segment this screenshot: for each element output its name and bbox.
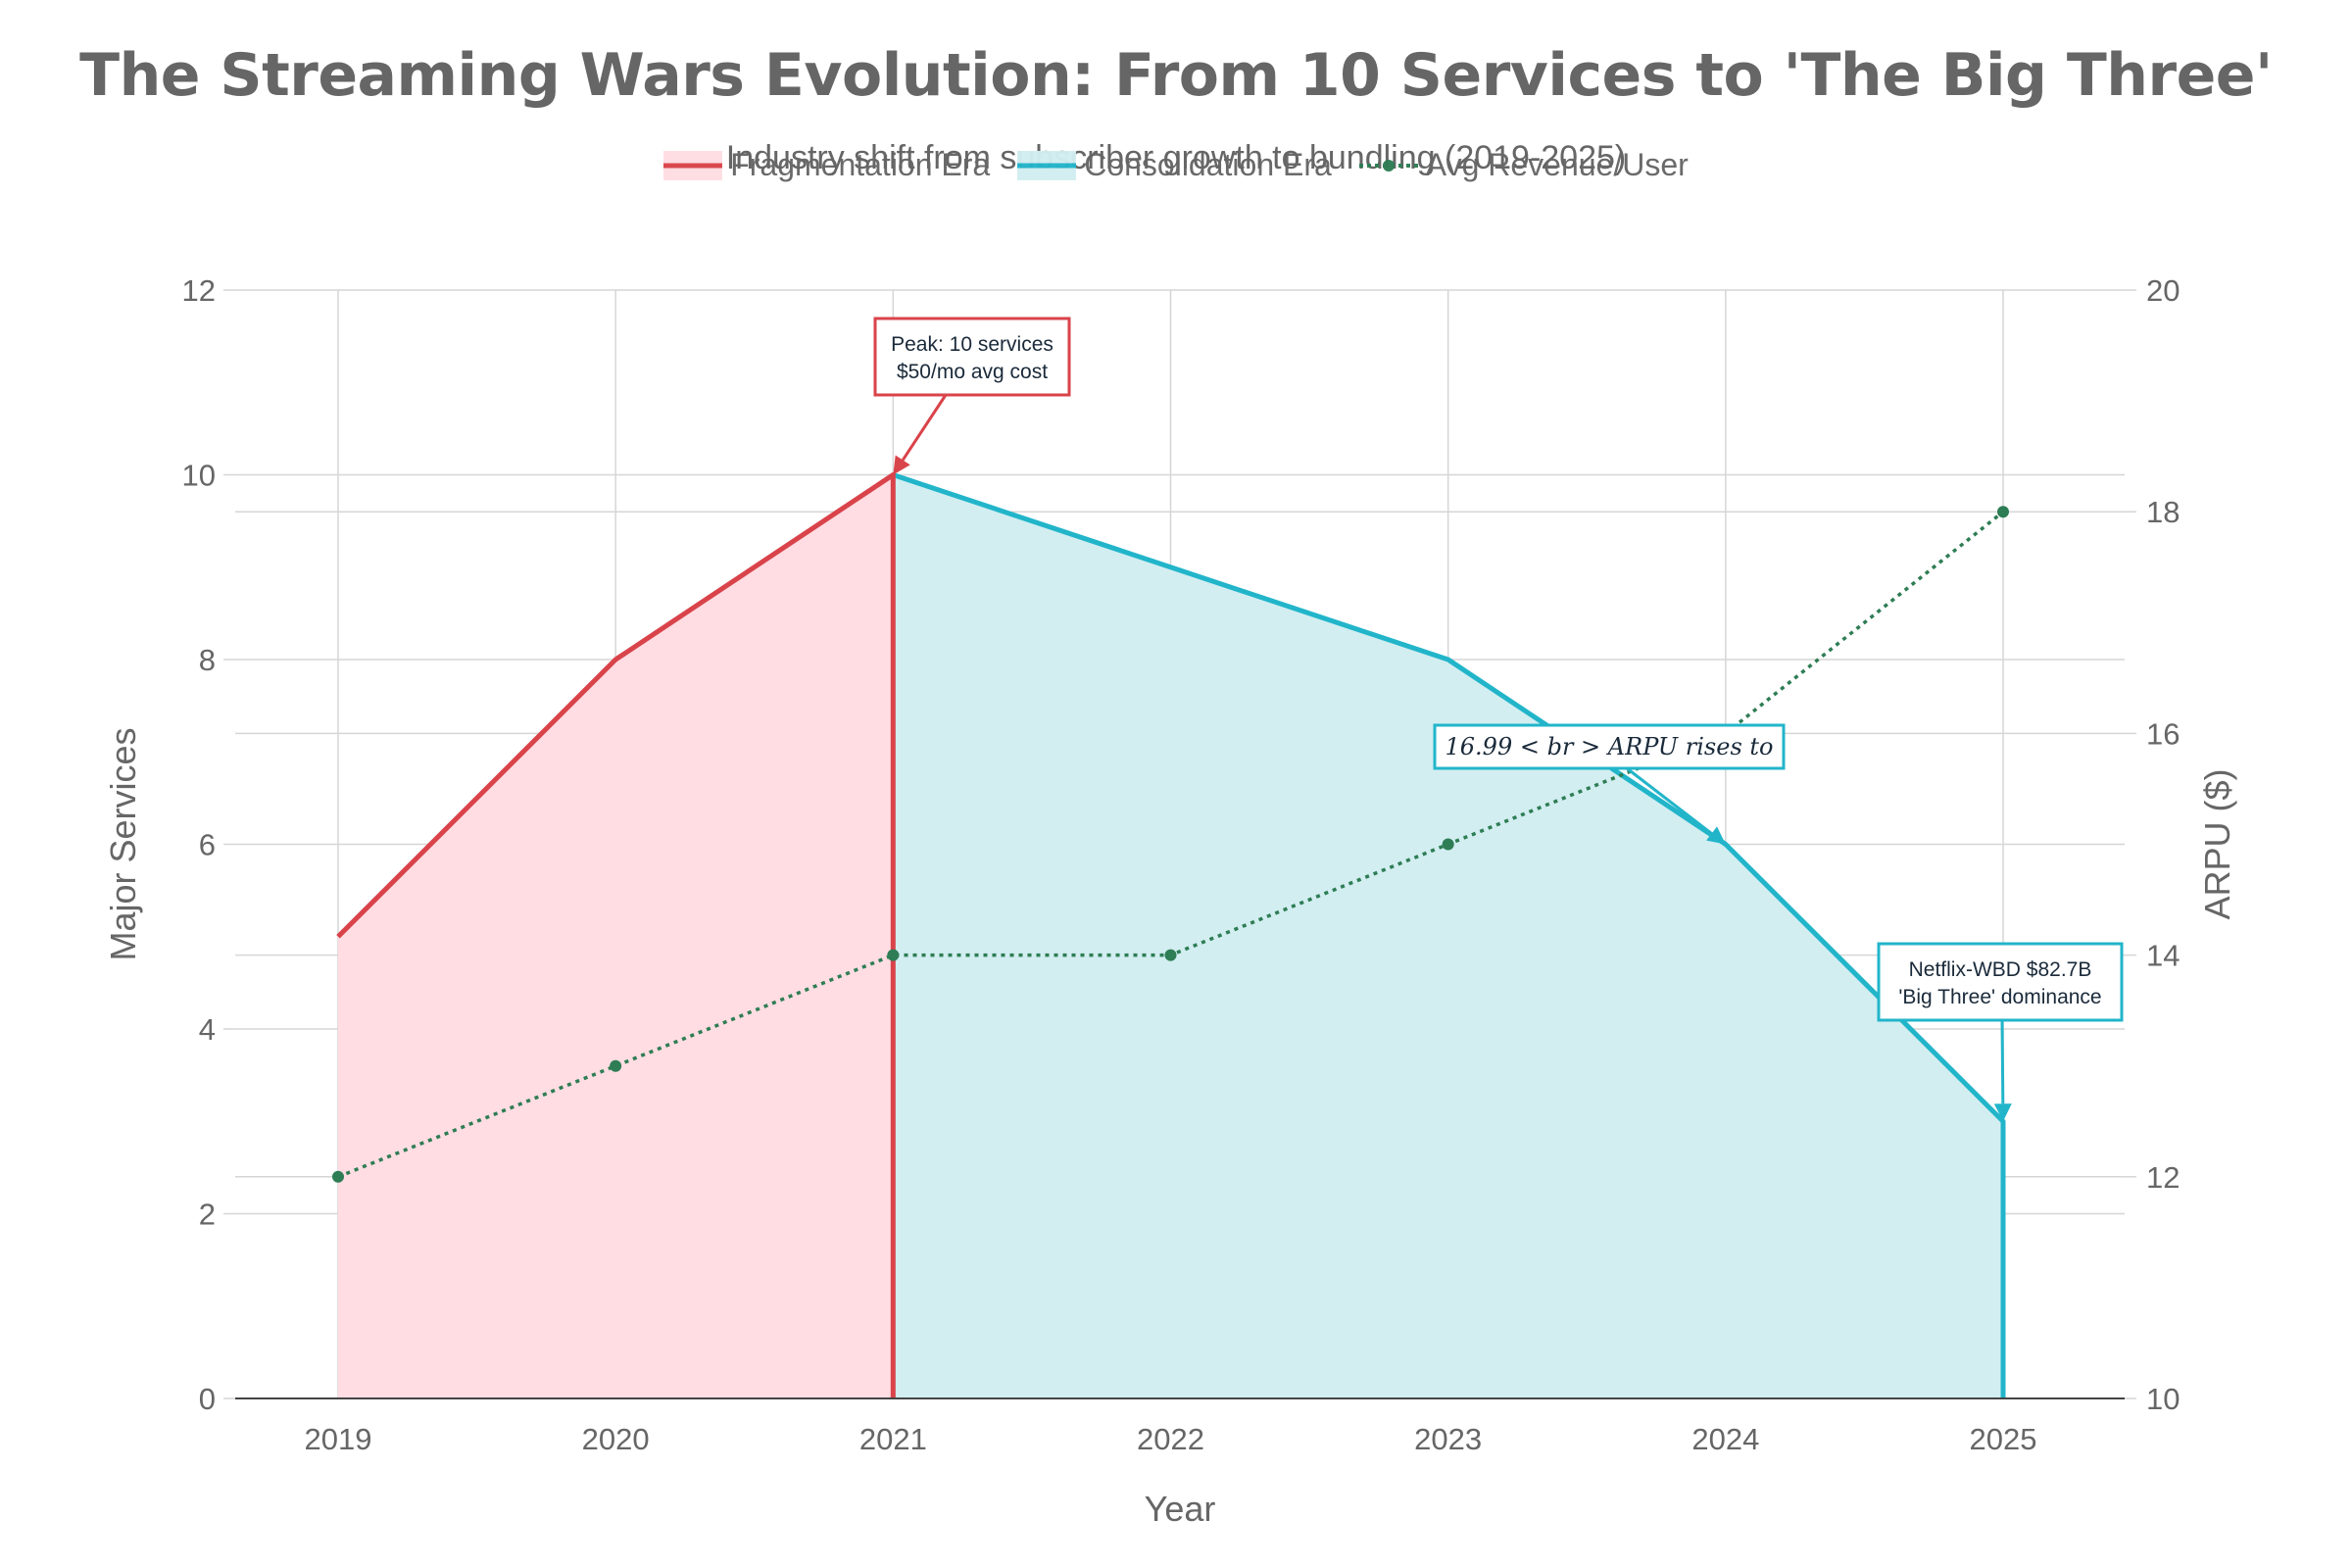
y2-tick-label: 12 — [2146, 1160, 2180, 1195]
chart-subtitle: Industry shift from subscriber growth to… — [725, 139, 1627, 176]
y2-axis-title: ARPU ($) — [2197, 768, 2237, 919]
annotation-arrow — [901, 394, 948, 462]
x-tick-label: 2020 — [582, 1422, 650, 1456]
arpu-point — [1442, 838, 1454, 851]
series-consolidation-fill — [893, 474, 2004, 1398]
legend-swatch-fragmentation — [663, 150, 723, 180]
annotation-text: 16.99 < br > ARPU rises to — [1446, 733, 1774, 760]
y-axis-title: Major Services — [103, 727, 143, 960]
area-layer — [338, 474, 2004, 1398]
legend-label-arpu: Avg Revenue/User — [1425, 147, 1689, 182]
arpu-point — [1997, 506, 2009, 518]
annotation-text: $50/mo avg cost — [897, 361, 1048, 383]
annotation-box — [1433, 723, 1786, 770]
y2-tick-label: 14 — [2146, 939, 2180, 973]
y2-tick-label: 10 — [2146, 1382, 2180, 1416]
annotation-arrowhead — [1993, 1103, 2012, 1122]
legend-item-arpu[interactable]: Avg Revenue/User — [1358, 147, 1689, 183]
legend-swatch-consolidation — [1017, 150, 1077, 180]
y-tick-label: 0 — [199, 1382, 216, 1416]
y-tick-label: 8 — [199, 643, 216, 677]
y2-tick-label: 16 — [2146, 716, 2180, 751]
arpu-point — [887, 949, 900, 961]
series-fragmentation-fill — [338, 474, 894, 1398]
x-tick-label: 2024 — [1691, 1422, 1759, 1456]
axis-layer: 2019 2020 2021 2022 2023 2024 2025 0 2 4 6 8 10 12 10 1… — [103, 273, 2237, 1529]
y-tick-label: 4 — [199, 1012, 216, 1047]
y-tick-label: 6 — [199, 828, 216, 862]
x-tick-label: 2025 — [1970, 1422, 2037, 1456]
chart-title: The Streaming Wars Evolution: From 10 Se… — [79, 41, 2273, 110]
annotation-arrowhead — [893, 455, 910, 475]
legend-label-consolidation: Consolidation Era — [1084, 147, 1332, 182]
annotation-arrow — [2000, 1019, 2005, 1104]
x-tick-label: 2021 — [859, 1422, 927, 1456]
arpu-point — [610, 1059, 622, 1072]
annotation-arrow — [1626, 766, 1713, 835]
legend-item-consolidation[interactable]: Consolidation Era — [1017, 147, 1332, 183]
x-tick-label: 2022 — [1137, 1422, 1204, 1456]
x-tick-label: 2023 — [1414, 1422, 1482, 1456]
annotation-text: 'Big Three' dominance — [1898, 986, 2101, 1008]
annotation-text: Peak: 10 services — [891, 333, 1054, 356]
annotation-box — [873, 317, 1071, 397]
legend-label-fragmentation: Fragmentation Era — [730, 147, 991, 182]
legend: Fragmentation Era Consolidation Era Avg … — [0, 147, 2352, 183]
annotation-layer: Peak: 10 services $50/mo avg cost 16.99 < … — [873, 317, 2124, 1122]
arpu-point — [1164, 949, 1177, 961]
y-tick-label: 12 — [182, 273, 216, 308]
series-fragmentation-line — [336, 472, 896, 1398]
x-axis-title: Year — [1145, 1489, 1216, 1529]
legend-item-fragmentation[interactable]: Fragmentation Era — [663, 147, 990, 183]
y2-tick-label: 20 — [2146, 273, 2180, 308]
y-tick-label: 2 — [199, 1198, 216, 1232]
annotation-arrowhead — [1706, 826, 1726, 845]
arpu-point — [332, 1170, 344, 1183]
x-tick-label: 2019 — [305, 1422, 372, 1456]
legend-swatch-arpu — [1358, 159, 1418, 172]
annotation-box — [1877, 942, 2124, 1022]
y2-tick-label: 18 — [2146, 495, 2180, 529]
y-tick-label: 10 — [182, 459, 216, 493]
annotation-text: Netflix-WBD $82.7B — [1909, 958, 2092, 981]
